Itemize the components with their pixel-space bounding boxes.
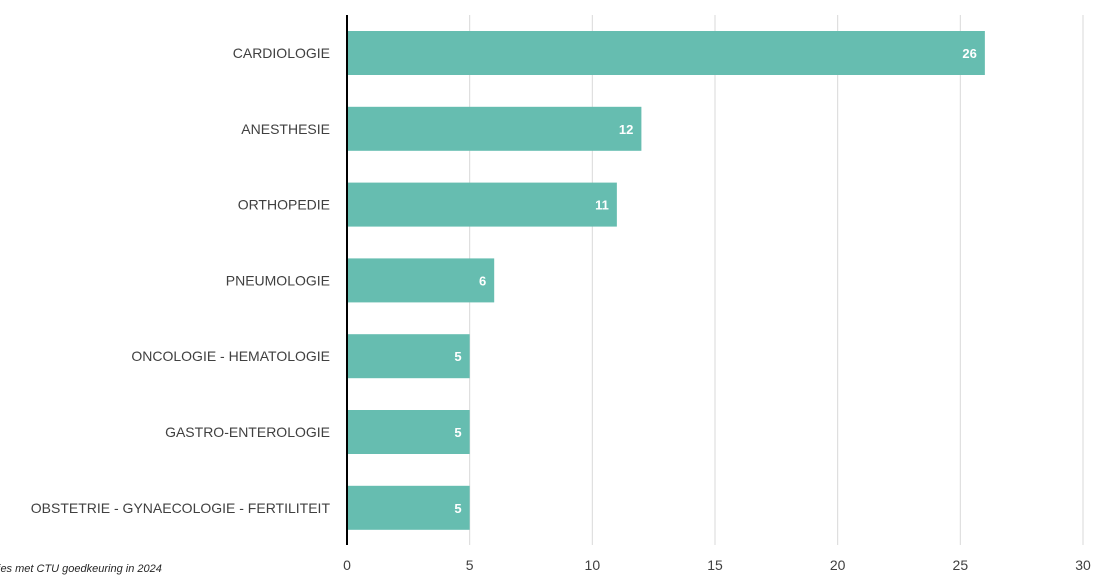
x-tick-labels: 0 5 10 15 20 25 30	[343, 557, 1091, 573]
category-labels: CARDIOLOGIE ANESTHESIE ORTHOPEDIE PNEUMOLOG…	[31, 45, 331, 516]
data-label: 5	[454, 501, 461, 516]
bars	[347, 31, 985, 530]
data-label: 6	[479, 273, 486, 288]
category-label: ONCOLOGIE - HEMATOLOGIE	[131, 348, 330, 364]
data-label: 11	[595, 198, 609, 213]
x-tick-label: 20	[830, 557, 846, 573]
x-tick-label: 15	[707, 557, 723, 573]
bar	[347, 182, 617, 227]
bar	[347, 410, 470, 454]
data-label: 12	[619, 122, 633, 137]
bar	[347, 258, 495, 303]
data-labels: 26 12 11 6 5 5 5	[454, 46, 976, 516]
data-label: 5	[454, 425, 461, 440]
footnote: ies met CTU goedkeuring in 2024	[0, 563, 162, 575]
x-tick-label: 25	[953, 557, 969, 573]
category-label: OBSTETRIE - GYNAECOLOGIE - FERTILITEIT	[31, 500, 331, 516]
category-label: GASTRO-ENTEROLOGIE	[165, 424, 330, 440]
x-tick-label: 0	[343, 557, 351, 573]
bar	[347, 334, 470, 379]
category-label: ORTHOPEDIE	[238, 197, 330, 213]
x-tick-label: 10	[585, 557, 601, 573]
category-label: PNEUMOLOGIE	[226, 272, 330, 288]
x-tick-label: 5	[466, 557, 474, 573]
bar	[347, 31, 985, 75]
x-tick-label: 30	[1075, 557, 1091, 573]
grid-lines	[469, 15, 1084, 545]
data-label: 26	[962, 46, 976, 61]
data-label: 5	[454, 349, 461, 364]
bar	[347, 485, 470, 530]
category-label: CARDIOLOGIE	[233, 45, 330, 61]
bar	[347, 106, 642, 151]
category-label: ANESTHESIE	[241, 121, 330, 137]
